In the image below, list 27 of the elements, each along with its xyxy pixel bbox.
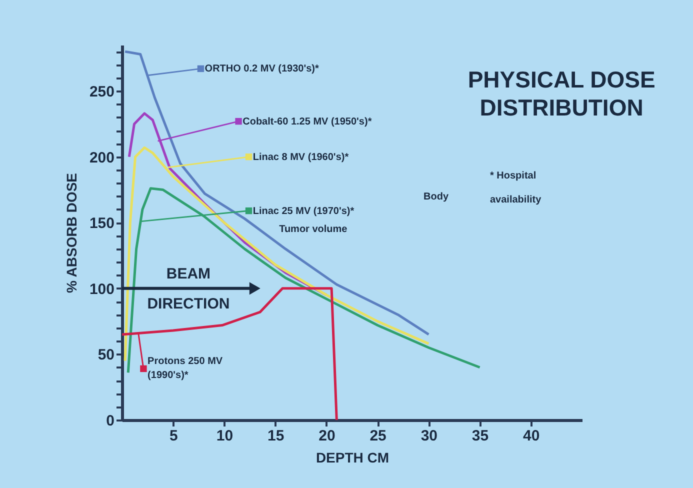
x-tick-label: 15 — [267, 428, 284, 444]
y-tick-label: 250 — [89, 84, 114, 101]
x-tick-label: 5 — [169, 428, 178, 444]
legend-label: Cobalt-60 1.25 MV (1950's)* — [242, 116, 372, 128]
text: PHYSICAL DOSE DISTRIBUTION — [468, 66, 656, 121]
y-tick-label: 0 — [106, 412, 114, 430]
text: * Hospital availability — [490, 170, 542, 206]
x-tick-label: 25 — [370, 428, 386, 444]
x-axis-title: DEPTH CM — [316, 450, 390, 466]
legend-label: ORTHO 0.2 MV (1930's)* — [204, 64, 319, 75]
y-tick-label: 50 — [98, 346, 114, 364]
legend-label: Linac 25 MV (1970's)* — [252, 206, 354, 217]
x-tick-label: 10 — [216, 428, 234, 444]
annotation: Tumor volume — [279, 224, 348, 236]
legend-label: Protons 250 MV (1990's)* — [148, 356, 223, 381]
legend-label: Linac 8 MV (1960's)* — [252, 152, 349, 163]
y-tick-label: 200 — [89, 149, 114, 166]
annotation: Body — [424, 191, 449, 202]
x-tick-label: 30 — [420, 428, 438, 444]
x-tick-label: 20 — [318, 428, 336, 444]
y-tick-label: 100 — [89, 280, 114, 298]
annotation: BEAM DIRECTION — [147, 265, 230, 312]
y-tick-label: 150 — [89, 215, 114, 232]
x-tick-label: 35 — [472, 428, 489, 444]
x-tick-label: 40 — [523, 428, 540, 444]
line-series — [122, 287, 338, 420]
y-axis-title: % ABSORB DOSE — [63, 172, 80, 294]
